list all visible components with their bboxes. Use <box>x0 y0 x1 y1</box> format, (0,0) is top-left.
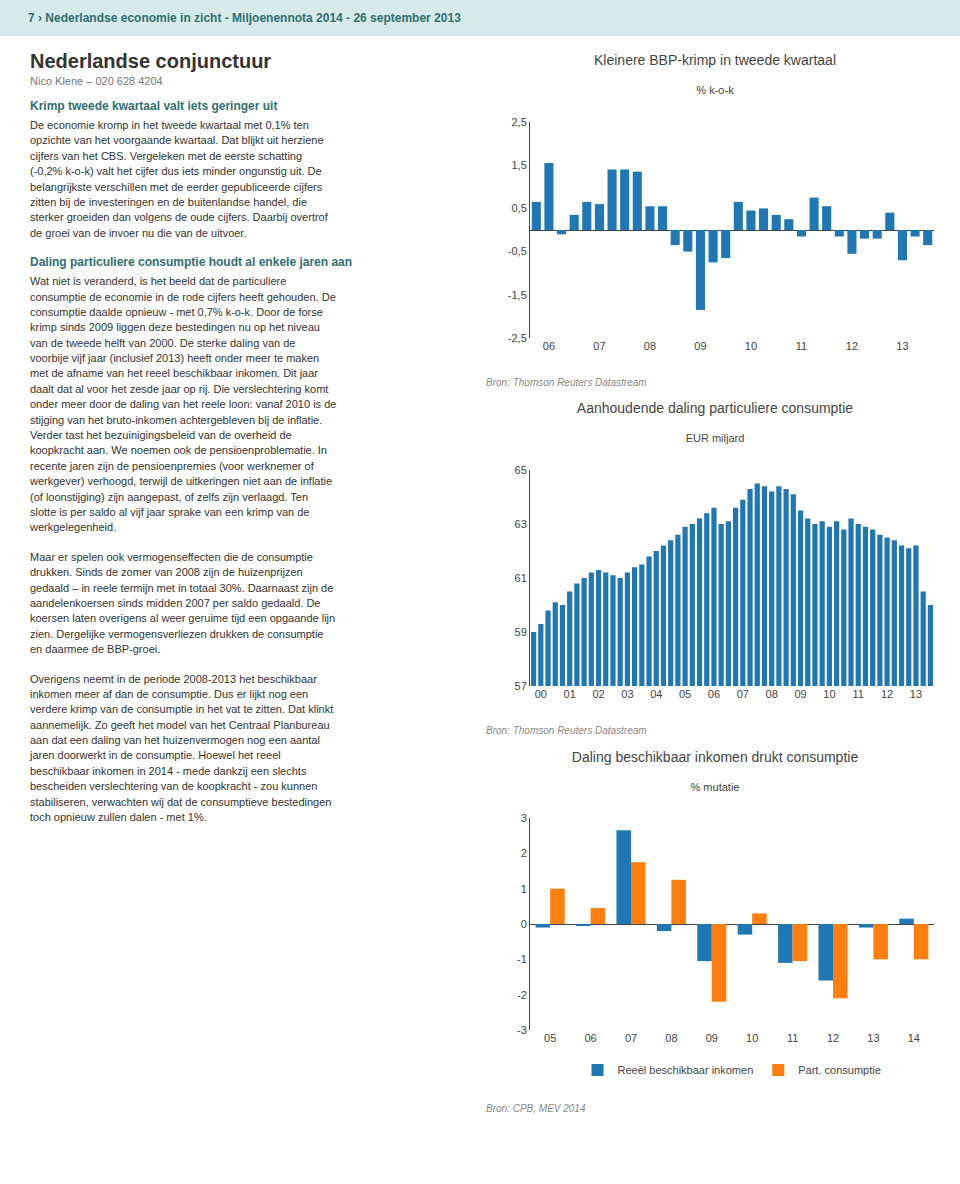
svg-text:Aanhoudende daling particulier: Aanhoudende daling particuliere consumpt… <box>577 400 854 416</box>
svg-text:12: 12 <box>881 688 893 700</box>
svg-text:-1: -1 <box>517 953 527 965</box>
html-text:Bron: Thomson Reuters Datastre: Bron: Thomson Reuters Datastream <box>486 377 647 388</box>
html-text:Bron: CPB, MEV 2014: Bron: CPB, MEV 2014 <box>486 1103 586 1114</box>
svg-text:02: 02 <box>592 688 604 700</box>
svg-text:-1,5: -1,5 <box>508 289 527 301</box>
svg-text:Kleinere BBP-krimp in tweede k: Kleinere BBP-krimp in tweede kwartaal <box>594 52 836 68</box>
html-text:Overigens neemt in de periode: Overigens neemt in de periode 2008-2013 … <box>30 672 334 823</box>
html-text:Krimp tweede kwartaal valt iet: Krimp tweede kwartaal valt iets geringer… <box>30 99 278 113</box>
svg-text:08: 08 <box>644 340 656 352</box>
svg-text:06: 06 <box>543 340 555 352</box>
svg-text:12: 12 <box>846 340 858 352</box>
svg-text:11: 11 <box>853 688 864 700</box>
svg-text:07: 07 <box>625 1032 637 1044</box>
svg-text:05: 05 <box>679 688 691 700</box>
svg-text:1,5: 1,5 <box>512 159 527 171</box>
svg-text:Reeël beschikbaar inkomen: Reeël beschikbaar inkomen <box>618 1064 754 1076</box>
html-text:Bron: Thomson Reuters Datastre: Bron: Thomson Reuters Datastream <box>486 725 647 736</box>
svg-text:61: 61 <box>515 572 527 584</box>
svg-text:Part. consumptie: Part. consumptie <box>798 1064 881 1076</box>
svg-text:13: 13 <box>867 1032 879 1044</box>
svg-text:1: 1 <box>521 883 527 895</box>
svg-text:2,5: 2,5 <box>512 116 527 128</box>
svg-text:13: 13 <box>910 688 922 700</box>
svg-text:10: 10 <box>823 688 835 700</box>
html-text:Maar er spelen ook vermogensef: Maar er spelen ook vermogenseffecten die… <box>30 550 336 656</box>
svg-text:07: 07 <box>737 688 749 700</box>
svg-text:12: 12 <box>827 1032 839 1044</box>
svg-text:-2: -2 <box>517 989 527 1001</box>
svg-text:09: 09 <box>794 688 806 700</box>
html-text:Nico Klene – 020 628 4204: Nico Klene – 020 628 4204 <box>30 75 163 87</box>
svg-text:03: 03 <box>621 688 633 700</box>
svg-text:06: 06 <box>584 1032 596 1044</box>
svg-text:10: 10 <box>746 1032 758 1044</box>
svg-text:09: 09 <box>706 1032 718 1044</box>
svg-text:14: 14 <box>908 1032 920 1044</box>
svg-text:% mutatie: % mutatie <box>691 781 740 793</box>
html-text:Nederlandse conjunctuur: Nederlandse conjunctuur <box>30 50 272 72</box>
svg-text:% k-o-k: % k-o-k <box>696 84 734 96</box>
svg-text:10: 10 <box>745 340 757 352</box>
svg-text:3: 3 <box>521 812 527 824</box>
svg-text:57: 57 <box>515 680 527 692</box>
svg-text:08: 08 <box>766 688 778 700</box>
html-text:7 › Nederlandse economie in zi: 7 › Nederlandse economie in zicht - Milj… <box>28 11 461 25</box>
svg-text:2: 2 <box>521 847 527 859</box>
svg-text:01: 01 <box>564 688 576 700</box>
svg-text:13: 13 <box>896 340 908 352</box>
svg-text:11: 11 <box>796 340 807 352</box>
svg-text:04: 04 <box>650 688 662 700</box>
html-text:Daling particuliere consumptie: Daling particuliere consumptie houdt al … <box>30 255 353 270</box>
svg-text:-0,5: -0,5 <box>508 245 527 257</box>
svg-text:09: 09 <box>694 340 706 352</box>
svg-text:Daling beschikbaar inkomen dru: Daling beschikbaar inkomen drukt consump… <box>572 749 859 765</box>
svg-text:65: 65 <box>515 464 527 476</box>
svg-text:63: 63 <box>515 518 527 530</box>
svg-text:11: 11 <box>787 1032 798 1044</box>
svg-text:-2,5: -2,5 <box>508 332 527 344</box>
svg-text:0: 0 <box>521 918 527 930</box>
svg-text:59: 59 <box>515 626 527 638</box>
html-text:De economie kromp in het tweed: De economie kromp in het tweede kwartaal… <box>30 119 328 239</box>
svg-text:00: 00 <box>535 688 547 700</box>
svg-text:-3: -3 <box>517 1024 527 1036</box>
svg-text:06: 06 <box>708 688 720 700</box>
svg-text:0,5: 0,5 <box>512 202 527 214</box>
svg-text:07: 07 <box>593 340 605 352</box>
svg-text:05: 05 <box>544 1032 556 1044</box>
svg-text:EUR miljard: EUR miljard <box>686 432 745 444</box>
svg-text:08: 08 <box>665 1032 677 1044</box>
html-text:Wat niet is veranderd, is het: Wat niet is veranderd, is het beeld dat … <box>30 275 337 534</box>
